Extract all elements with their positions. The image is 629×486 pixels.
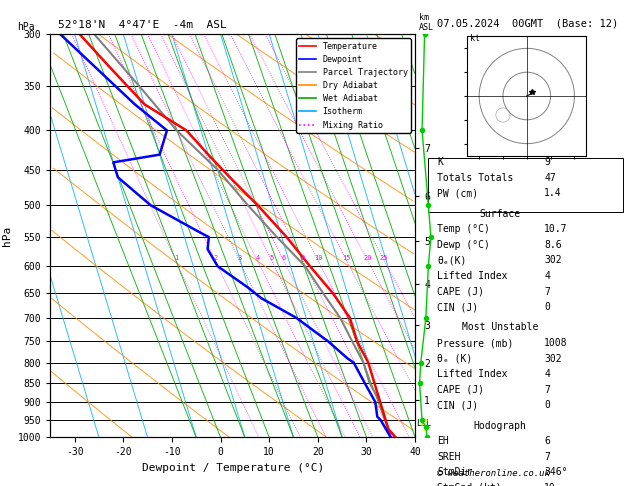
Text: 20: 20 <box>364 255 372 260</box>
Legend: Temperature, Dewpoint, Parcel Trajectory, Dry Adiabat, Wet Adiabat, Isotherm, Mi: Temperature, Dewpoint, Parcel Trajectory… <box>296 38 411 133</box>
Text: © weatheronline.co.uk: © weatheronline.co.uk <box>437 469 550 478</box>
Text: CAPE (J): CAPE (J) <box>437 385 484 395</box>
Text: 4: 4 <box>544 369 550 379</box>
Text: 47: 47 <box>544 173 556 183</box>
Text: StmDir: StmDir <box>437 468 472 477</box>
Text: hPa: hPa <box>18 22 35 32</box>
Text: 3: 3 <box>237 255 242 260</box>
Text: 4: 4 <box>544 271 550 281</box>
Text: 1.4: 1.4 <box>544 189 562 198</box>
Text: 2: 2 <box>213 255 217 260</box>
Text: Dewp (°C): Dewp (°C) <box>437 240 490 250</box>
Text: 7: 7 <box>544 452 550 462</box>
Text: 7: 7 <box>544 287 550 296</box>
Text: K: K <box>437 157 443 167</box>
Text: PW (cm): PW (cm) <box>437 189 478 198</box>
Text: 10.7: 10.7 <box>544 225 567 234</box>
Text: 8.6: 8.6 <box>544 240 562 250</box>
Text: 9: 9 <box>544 157 550 167</box>
Text: 07.05.2024  00GMT  (Base: 12): 07.05.2024 00GMT (Base: 12) <box>437 19 618 29</box>
Text: 5: 5 <box>269 255 274 260</box>
Text: 52°18'N  4°47'E  -4m  ASL: 52°18'N 4°47'E -4m ASL <box>58 20 226 31</box>
Text: θₑ(K): θₑ(K) <box>437 256 467 265</box>
Text: Most Unstable: Most Unstable <box>462 323 538 332</box>
Text: kt: kt <box>470 34 480 43</box>
Text: 8: 8 <box>301 255 305 260</box>
Text: 302: 302 <box>544 256 562 265</box>
Text: 7: 7 <box>544 385 550 395</box>
Text: 346°: 346° <box>544 468 567 477</box>
Text: CIN (J): CIN (J) <box>437 400 478 410</box>
Text: 1008: 1008 <box>544 338 567 348</box>
Text: km
ASL: km ASL <box>419 13 434 32</box>
Text: 4: 4 <box>255 255 260 260</box>
X-axis label: Dewpoint / Temperature (°C): Dewpoint / Temperature (°C) <box>142 463 324 473</box>
Text: 302: 302 <box>544 354 562 364</box>
Text: LCL: LCL <box>416 419 431 428</box>
Text: 0: 0 <box>544 302 550 312</box>
Text: 1: 1 <box>174 255 178 260</box>
Text: 6: 6 <box>281 255 286 260</box>
Text: CIN (J): CIN (J) <box>437 302 478 312</box>
Text: StmSpd (kt): StmSpd (kt) <box>437 483 502 486</box>
Text: 25: 25 <box>380 255 389 260</box>
Text: Lifted Index: Lifted Index <box>437 369 508 379</box>
Text: Lifted Index: Lifted Index <box>437 271 508 281</box>
Text: 6: 6 <box>544 436 550 446</box>
Text: θₑ (K): θₑ (K) <box>437 354 472 364</box>
Text: Hodograph: Hodograph <box>474 421 526 431</box>
Text: SREH: SREH <box>437 452 460 462</box>
Text: Totals Totals: Totals Totals <box>437 173 513 183</box>
Text: 15: 15 <box>342 255 351 260</box>
Text: EH: EH <box>437 436 449 446</box>
Text: CAPE (J): CAPE (J) <box>437 287 484 296</box>
Y-axis label: hPa: hPa <box>3 226 12 246</box>
Text: 0: 0 <box>544 400 550 410</box>
Text: Temp (°C): Temp (°C) <box>437 225 490 234</box>
Text: Surface: Surface <box>479 209 521 219</box>
Text: 10: 10 <box>314 255 322 260</box>
Text: Pressure (mb): Pressure (mb) <box>437 338 513 348</box>
Text: 10: 10 <box>544 483 556 486</box>
